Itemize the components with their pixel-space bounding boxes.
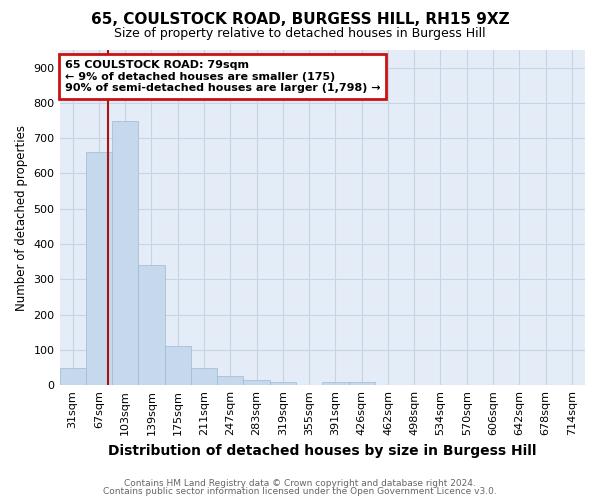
Bar (191, 368, 217, 385)
Text: 65 COULSTOCK ROAD: 79sqm
← 9% of detached houses are smaller (175)
90% of semi-d: 65 COULSTOCK ROAD: 79sqm ← 9% of detache… (65, 60, 380, 94)
Text: Contains public sector information licensed under the Open Government Licence v3: Contains public sector information licen… (103, 488, 497, 496)
Bar (164, 346, 191, 385)
Bar (59, 368, 86, 385)
Bar (349, 382, 375, 385)
Bar (270, 382, 296, 385)
Text: 65, COULSTOCK ROAD, BURGESS HILL, RH15 9XZ: 65, COULSTOCK ROAD, BURGESS HILL, RH15 9… (91, 12, 509, 28)
X-axis label: Distribution of detached houses by size in Burgess Hill: Distribution of detached houses by size … (108, 444, 536, 458)
Bar (322, 382, 349, 385)
Bar (244, 380, 270, 385)
Bar (86, 152, 112, 385)
Y-axis label: Number of detached properties: Number of detached properties (15, 124, 28, 310)
Bar (112, 120, 139, 385)
Bar (139, 265, 164, 385)
Bar (217, 376, 244, 385)
Text: Contains HM Land Registry data © Crown copyright and database right 2024.: Contains HM Land Registry data © Crown c… (124, 478, 476, 488)
Text: Size of property relative to detached houses in Burgess Hill: Size of property relative to detached ho… (114, 28, 486, 40)
